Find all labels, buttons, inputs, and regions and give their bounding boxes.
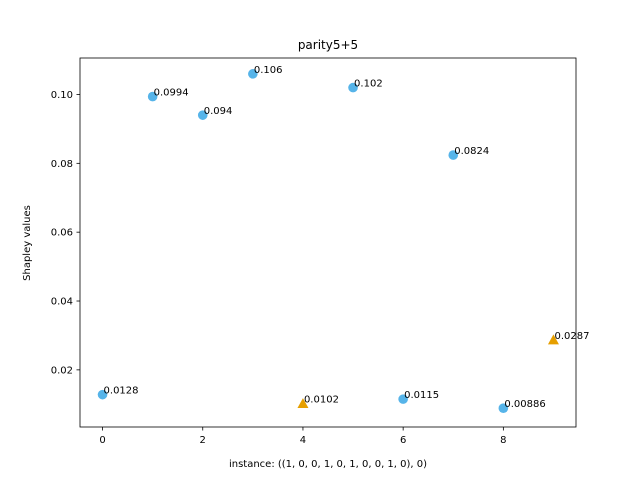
data-label: 0.094 [204,106,233,117]
data-point-circle [147,91,158,102]
plot-frame [79,57,577,428]
x-axis-ticks: 0 2 4 6 8 [99,427,507,446]
data-label: 0.106 [254,65,283,76]
y-tick-label: 0.08 [51,159,73,170]
data-point-circle [248,69,258,79]
data-label: 0.0824 [454,146,489,157]
y-axis-label: Shapley values [22,205,33,281]
data-label: 0.0128 [104,386,139,397]
data-point-triangle [297,398,309,408]
y-tick-label: 0.04 [51,297,73,308]
chart-title: parity5+5 [298,38,358,52]
data-points: 0.0128 0.0994 0.094 0.106 0.0102 0.102 0.0115 0… [97,65,589,414]
data-label: 0.0287 [554,331,589,342]
data-label: 0.0115 [404,390,439,401]
x-tick-label: 0 [99,435,105,446]
y-tick-label: 0.06 [51,228,73,239]
y-tick-label: 0.02 [51,365,73,376]
data-label: 0.0994 [154,88,189,99]
y-tick-label: 0.10 [51,90,73,101]
data-label: 0.102 [354,79,383,90]
data-point-circle [398,394,408,404]
y-axis-ticks: 0.02 0.04 0.06 0.08 0.10 [51,90,80,376]
x-tick-label: 2 [200,435,206,446]
x-tick-label: 4 [300,435,306,446]
x-tick-label: 6 [400,435,406,446]
data-label: 0.00886 [504,399,545,410]
data-label: 0.0102 [304,395,339,406]
x-axis-label: instance: ((1, 0, 0, 1, 0, 1, 0, 0, 1, 0… [229,459,427,470]
data-point-triangle [547,334,559,345]
data-point-circle [97,389,108,400]
x-tick-label: 8 [500,435,506,446]
data-point-circle [498,403,509,414]
data-point-circle [348,82,358,93]
data-point-circle [197,110,208,120]
data-point-circle [448,150,459,160]
